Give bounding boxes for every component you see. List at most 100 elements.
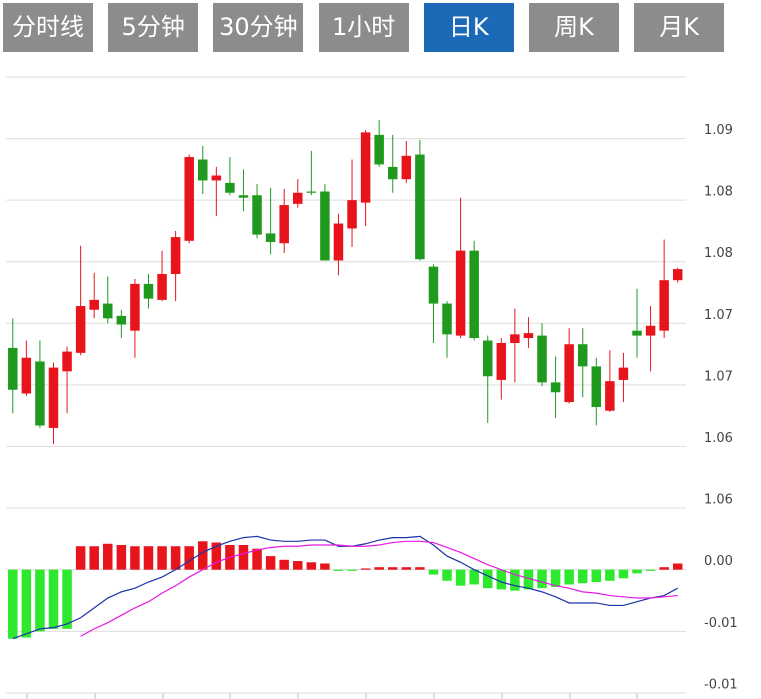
candle-body bbox=[347, 200, 357, 229]
macd-bar bbox=[374, 567, 384, 570]
macd-bar bbox=[238, 545, 249, 570]
macd-bar bbox=[62, 569, 72, 629]
candle-body bbox=[672, 269, 683, 281]
macd-bar bbox=[333, 569, 344, 571]
candle-body bbox=[659, 280, 669, 331]
macd-bar bbox=[130, 546, 140, 570]
macd-bar bbox=[116, 545, 127, 570]
candle-body bbox=[537, 335, 547, 383]
period-tab[interactable]: 5分钟 bbox=[108, 3, 199, 52]
candle-body bbox=[35, 361, 45, 426]
macd-bar bbox=[605, 569, 615, 581]
macd-bar bbox=[591, 569, 602, 582]
candle-body bbox=[252, 195, 262, 235]
period-tab[interactable]: 月K bbox=[634, 3, 725, 52]
candle-body bbox=[320, 191, 330, 261]
macd-bar bbox=[360, 568, 371, 570]
macd-bar bbox=[618, 569, 629, 579]
candle-body bbox=[48, 367, 59, 428]
tab-bar: 分时线 5分钟 30分钟 1小时 日K 周K 月K bbox=[0, 0, 761, 56]
macd-bar bbox=[415, 567, 425, 570]
macd-bar bbox=[632, 569, 642, 574]
macd-bar bbox=[672, 563, 683, 570]
macd-bar bbox=[35, 569, 45, 632]
candle-body bbox=[577, 344, 588, 367]
candle-body bbox=[469, 250, 479, 339]
macd-bar bbox=[184, 546, 194, 570]
candle-body bbox=[360, 132, 371, 203]
period-tab[interactable]: 1小时 bbox=[318, 3, 409, 52]
period-tab[interactable]: 分时线 bbox=[3, 3, 93, 52]
candle-body bbox=[442, 303, 452, 335]
candle-body bbox=[564, 344, 574, 403]
y-tick-label: 1.08 bbox=[704, 185, 733, 200]
candle-body bbox=[211, 175, 222, 181]
macd-bar bbox=[659, 567, 669, 570]
candle-body bbox=[455, 250, 466, 336]
candle-body bbox=[238, 195, 249, 198]
macd-bar bbox=[89, 546, 99, 570]
period-tab[interactable]: 30分钟 bbox=[213, 3, 304, 52]
candle-body bbox=[632, 330, 642, 336]
macd-bar bbox=[550, 569, 561, 587]
macd-bar bbox=[537, 569, 547, 589]
candle-body bbox=[130, 283, 140, 331]
candle-body bbox=[89, 299, 99, 310]
y-tick-label: 1.07 bbox=[704, 369, 733, 384]
candle-body bbox=[645, 325, 656, 336]
candle-body bbox=[103, 303, 113, 319]
macd-bar bbox=[252, 548, 262, 570]
macd-bar bbox=[347, 569, 357, 571]
macd-bar bbox=[198, 541, 208, 570]
y-tick-label: 1.07 bbox=[704, 308, 733, 323]
candle-body bbox=[591, 366, 602, 408]
candle-body bbox=[605, 381, 615, 411]
macd-bar bbox=[455, 569, 466, 586]
macd-bar bbox=[143, 546, 154, 570]
candle-body bbox=[225, 182, 235, 193]
candle-body bbox=[496, 342, 507, 380]
candle-body bbox=[523, 333, 534, 339]
y-tick-label: -0.01 bbox=[704, 616, 738, 631]
macd-bar bbox=[469, 569, 479, 585]
y-tick-label: 0.00 bbox=[704, 554, 733, 569]
y-tick-label: 1.09 bbox=[704, 123, 733, 138]
macd-bar bbox=[211, 542, 222, 570]
candle-body bbox=[279, 205, 289, 244]
candle-body bbox=[62, 351, 72, 372]
candle-body bbox=[550, 382, 561, 393]
candle-body bbox=[198, 159, 208, 181]
candle-body bbox=[401, 155, 412, 180]
candle-body bbox=[265, 233, 276, 243]
candle-body bbox=[374, 134, 384, 165]
candle-body bbox=[143, 283, 154, 299]
macd-bar bbox=[510, 569, 520, 591]
macd-bar bbox=[75, 546, 86, 570]
macd-bar bbox=[496, 569, 507, 590]
macd-bar bbox=[428, 569, 439, 575]
candle-body bbox=[415, 154, 425, 260]
period-tab[interactable]: 日K bbox=[423, 3, 514, 52]
candle-body bbox=[8, 347, 18, 390]
candle-body bbox=[510, 334, 520, 343]
macd-bar bbox=[401, 567, 412, 570]
macd-bar bbox=[157, 546, 167, 570]
x-ticks bbox=[26, 693, 638, 699]
macd-bar bbox=[293, 561, 303, 570]
macd-bar bbox=[645, 569, 656, 571]
macd-bar bbox=[265, 556, 276, 570]
candle-body bbox=[618, 367, 629, 380]
macd-bar bbox=[170, 546, 181, 570]
candle-body bbox=[170, 237, 181, 275]
macd-bar bbox=[21, 569, 32, 638]
candle-body bbox=[184, 157, 194, 241]
y-tick-label: 1.06 bbox=[704, 431, 733, 446]
candle-body bbox=[306, 191, 317, 193]
candle-body bbox=[75, 306, 86, 353]
period-tab[interactable]: 周K bbox=[529, 3, 619, 52]
macd-bar bbox=[482, 569, 493, 589]
macd-bar bbox=[387, 567, 398, 570]
candle-body bbox=[21, 357, 32, 394]
